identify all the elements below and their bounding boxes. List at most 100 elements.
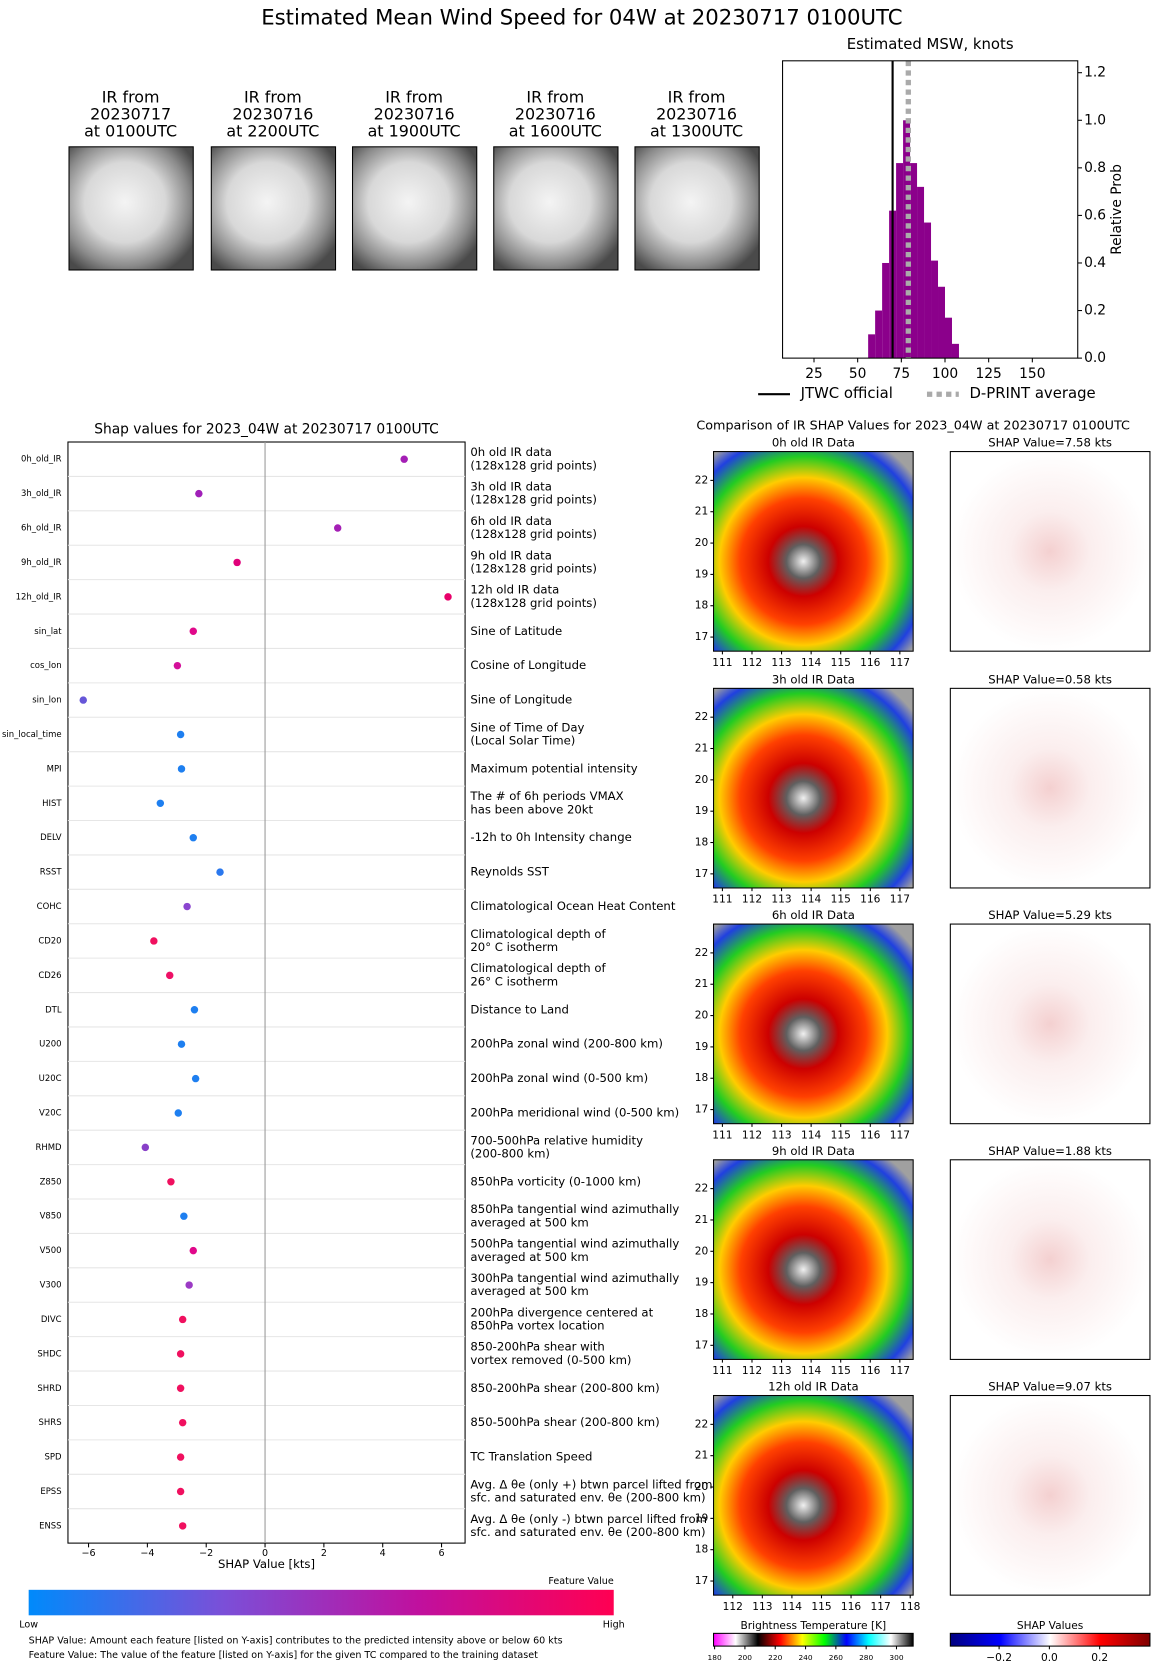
feature-description: 700-500hPa relative humidity — [470, 1133, 643, 1147]
y-tick-label: 22 — [695, 1182, 709, 1195]
feature-description: Sine of Time of Day — [470, 720, 584, 734]
x-tick-label: 113 — [771, 1364, 791, 1377]
x-tick-label: 114 — [782, 1600, 803, 1613]
shap-dot — [167, 1178, 175, 1186]
feature-description: 3h old IR data — [470, 479, 551, 493]
shap-dot — [177, 765, 186, 773]
y-tick-label: 0.2 — [1084, 303, 1106, 319]
thumbnail-label: 20230716 — [515, 104, 596, 123]
y-tick-label: 20 — [695, 1009, 709, 1022]
shap-dot — [191, 1074, 200, 1083]
shap-panel-title: SHAP Value=5.29 kts — [988, 908, 1112, 922]
feature-label: SHRD — [37, 1384, 62, 1394]
colorbar-tick-label: −0.2 — [986, 1651, 1012, 1664]
bt-colorbar — [713, 1632, 914, 1647]
y-tick-label: 22 — [695, 710, 709, 723]
feature-label: CD20 — [38, 936, 61, 946]
plot-frame — [782, 60, 1079, 359]
ir-image — [713, 687, 914, 889]
thumbnail-label: 20230716 — [374, 104, 455, 123]
bar — [868, 334, 876, 359]
shap-image — [949, 1159, 1151, 1360]
y-tick-label: 0.4 — [1084, 255, 1106, 271]
shap-dot — [141, 1143, 150, 1152]
feature-label: V300 — [40, 1281, 62, 1291]
feature-description: averaged at 500 km — [470, 1284, 588, 1298]
y-tick-label: 17 — [695, 1574, 709, 1587]
shap-dot — [176, 1384, 185, 1392]
feature-description: 850-200hPa shear (200-800 km) — [470, 1381, 659, 1395]
colorbar-tick-label: 0.2 — [1091, 1651, 1108, 1664]
shap-image — [949, 1394, 1151, 1596]
bar — [924, 222, 932, 359]
thumbnail-label: at 0100UTC — [84, 121, 177, 140]
feature-label: Z850 — [40, 1177, 62, 1187]
feature-label: 3h_old_IR — [21, 489, 62, 499]
feature-label: DIVC — [41, 1315, 62, 1325]
feature-description: (128x128 grid points) — [470, 596, 597, 610]
shap-colorbar — [949, 1632, 1151, 1647]
thumbnail-label: IR from — [244, 87, 302, 106]
y-tick-label: 18 — [695, 1307, 709, 1320]
x-tick-label: 0 — [262, 1548, 268, 1559]
shap-dot — [216, 868, 224, 876]
y-tick-label: 21 — [695, 1449, 709, 1462]
shap-dot — [177, 1040, 186, 1048]
feature-label: U200 — [39, 1040, 61, 1050]
x-tick-label: −2 — [199, 1548, 213, 1559]
y-tick-label: 18 — [695, 1543, 709, 1556]
shap-image — [949, 687, 1151, 889]
feature-description: 850hPa vortex location — [470, 1319, 604, 1333]
x-tick-label: 100 — [932, 366, 958, 382]
feature-description: Climatological depth of — [470, 927, 606, 941]
feature-label: DELV — [40, 833, 62, 843]
bar — [951, 343, 959, 359]
colorbar-tick-label: 300 — [889, 1653, 903, 1662]
thumbnail-label: 20230716 — [656, 104, 737, 123]
bar — [875, 310, 883, 359]
feature-description: Climatological Ocean Heat Content — [470, 899, 675, 913]
x-tick-label: 112 — [742, 1128, 762, 1141]
feature-description: sfc. and saturated env. θe (200-800 km) — [470, 1525, 705, 1539]
ir-panel-title: 6h old IR Data — [772, 908, 855, 922]
feature-description: Reynolds SST — [470, 865, 549, 879]
feature-description: 9h old IR data — [470, 548, 551, 562]
feature-description: 850-200hPa shear with — [470, 1340, 604, 1354]
shap-dot — [180, 1212, 188, 1220]
ir-thumbnail — [634, 146, 760, 271]
ir-thumbnail — [493, 146, 619, 271]
x-tick-label: 115 — [831, 1128, 851, 1141]
x-tick-label: 114 — [801, 656, 822, 669]
colorbar-tick-label: 280 — [859, 1653, 873, 1662]
x-tick-label: 116 — [860, 893, 881, 906]
chart-title: Shap values for 2023_04W at 20230717 010… — [94, 421, 439, 437]
x-tick-label: 4 — [380, 1548, 386, 1559]
feature-description: Distance to Land — [470, 1002, 569, 1016]
thumbnail-label: IR from — [102, 87, 160, 106]
feature-description: (200-800 km) — [470, 1147, 550, 1161]
x-tick-label: 2 — [321, 1548, 327, 1559]
colorbar-label: Brightness Temperature [K] — [741, 1619, 887, 1632]
feature-label: 6h_old_IR — [21, 524, 62, 534]
feature-description: averaged at 500 km — [470, 1250, 588, 1264]
ir-panel-title: 12h old IR Data — [768, 1380, 858, 1394]
colorbar-high: High — [603, 1619, 625, 1630]
feature-label: ENSS — [39, 1521, 61, 1531]
x-tick-label: 25 — [805, 366, 823, 382]
colorbar-label: Feature Value — [548, 1576, 613, 1587]
x-tick-label: 111 — [712, 1364, 732, 1377]
feature-description: 850hPa vorticity (0-1000 km) — [470, 1174, 641, 1188]
feature-label: SHDC — [37, 1349, 61, 1359]
y-tick-label: 21 — [695, 742, 709, 755]
x-tick-label: 115 — [831, 1364, 851, 1377]
ir-thumbnail — [351, 146, 478, 271]
x-tick-label: 117 — [890, 656, 910, 669]
x-tick-label: 125 — [975, 366, 1001, 382]
feature-description: has been above 20kt — [470, 802, 593, 816]
feature-description: 12h old IR data — [470, 583, 559, 597]
feature-label: 12h_old_IR — [16, 592, 62, 602]
thumbnail-label: 20230716 — [232, 104, 313, 123]
x-tick-label: 113 — [771, 656, 791, 669]
x-tick-label: 150 — [1019, 366, 1045, 382]
